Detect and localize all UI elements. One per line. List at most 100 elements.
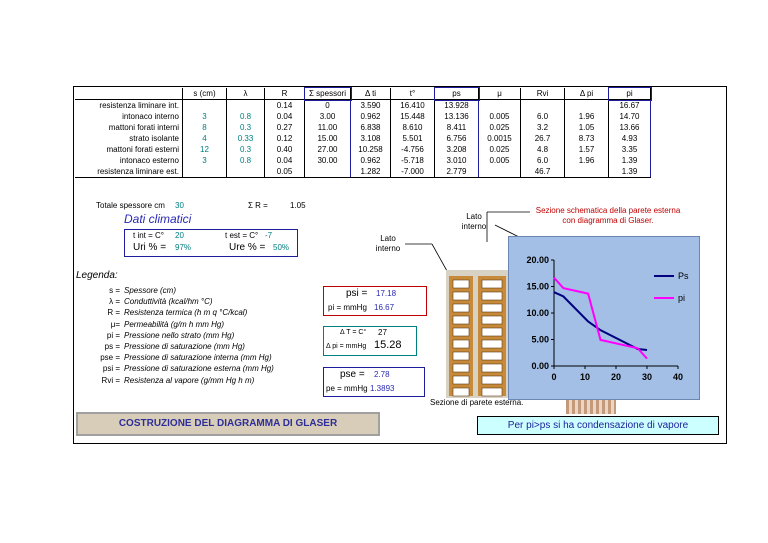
table-cell	[478, 166, 521, 178]
brick-hole	[452, 339, 470, 349]
test-value[interactable]: -7	[265, 231, 273, 240]
table-cell[interactable]: 3	[182, 155, 227, 166]
x-tick-label: 10	[580, 372, 590, 382]
dpi-value: 15.28	[374, 339, 402, 351]
totale-spessore-value: 30	[175, 201, 184, 210]
brick-hole	[452, 375, 470, 385]
table-cell[interactable]: 3	[182, 111, 227, 122]
legend-desc: Resistenza al vapore (g/mm Hg h m)	[124, 375, 255, 385]
table-header-cell	[75, 88, 183, 100]
table-cell	[478, 99, 521, 111]
dpi-label: Δ pi = mmHg	[326, 343, 367, 350]
table-header-cell: λ	[226, 88, 265, 100]
y-tick-label: 20.00	[526, 255, 549, 265]
table-cell: 8.411	[434, 122, 479, 133]
table-cell[interactable]: 12	[182, 144, 227, 155]
table-header-cell: ps	[433, 87, 480, 101]
table-cell[interactable]: 4	[182, 133, 227, 144]
uri-value[interactable]: 97%	[175, 243, 192, 252]
layer-name-cell: resistenza liminare est.	[75, 166, 183, 178]
table-cell[interactable]	[182, 166, 227, 178]
legend-desc: Conduttività (kcal/hm °C)	[124, 297, 213, 307]
table-cell: 13.136	[434, 111, 479, 122]
brick-hole	[452, 327, 470, 337]
table-row: resistenza liminare int. 0.14 0 3.590 16.410…	[75, 99, 651, 111]
table-header-cell: Δ pi	[564, 88, 609, 100]
table-cell[interactable]: 0.33	[226, 133, 265, 144]
table-cell: 3.108	[350, 133, 391, 144]
table-cell[interactable]	[182, 99, 227, 111]
table-cell: 4.93	[608, 133, 651, 144]
table-cell: 11.00	[304, 122, 351, 133]
ure-value[interactable]: 50%	[273, 243, 290, 252]
pi-value: 16.67	[374, 303, 395, 312]
table-cell: 0.0015	[478, 133, 521, 144]
pse-value: 2.78	[374, 370, 390, 379]
layer-name-cell: intonaco interno	[75, 111, 183, 122]
table-cell: 13.66	[608, 122, 651, 133]
table-cell[interactable]: 0.3	[226, 144, 265, 155]
table-cell[interactable]: 0.8	[226, 111, 265, 122]
table-header-cell: t°	[390, 88, 435, 100]
table-cell: 15.00	[304, 133, 351, 144]
table-cell: 1.39	[608, 155, 651, 166]
table-cell[interactable]: 0.8	[226, 155, 265, 166]
pi-label: pi = mmHg	[328, 303, 367, 312]
table-cell	[520, 99, 565, 111]
legend-desc: Pressione di saturazione interna (mm Hg)	[124, 353, 272, 363]
x-tick-label: 20	[611, 372, 621, 382]
table-cell: 0.962	[350, 155, 391, 166]
brick-hole	[481, 363, 503, 373]
table-header-cell: Rvi	[520, 88, 565, 100]
legend-desc: Pressione di saturazione (mm Hg)	[124, 342, 245, 351]
table-cell: 6.0	[520, 111, 565, 122]
table-cell[interactable]: 0.3	[226, 122, 265, 133]
brick-hole	[481, 303, 503, 313]
x-tick-label: 30	[642, 372, 652, 382]
layer-name-cell: strato isolante	[75, 133, 183, 144]
table-cell[interactable]	[226, 99, 265, 111]
table-cell: 10.258	[350, 144, 391, 155]
tint-value[interactable]: 20	[175, 231, 184, 240]
table-header-cell: pi	[607, 87, 652, 101]
table-cell: 27.00	[304, 144, 351, 155]
table-header-cell: μ	[478, 88, 521, 100]
sezione-title: Sezione schematica della parete esterna …	[535, 206, 681, 225]
table-cell: 14.70	[608, 111, 651, 122]
x-tick-label: 0	[551, 372, 556, 382]
brick-hole	[481, 291, 503, 301]
legend-key: pi =	[106, 330, 120, 340]
brick-hole	[452, 351, 470, 361]
glaser-table: s (cm) λ R Σ spessori Δ ti t° ps μ Rvi Δ pi pi res…	[75, 87, 652, 178]
brick-hole	[452, 291, 470, 301]
table-cell[interactable]: 8	[182, 122, 227, 133]
table-cell: 3.35	[608, 144, 651, 155]
costruzione-diagramma-button[interactable]: COSTRUZIONE DEL DIAGRAMMA DI GLASER	[76, 412, 380, 436]
legend-label: pi	[678, 293, 685, 303]
brick-hole	[481, 387, 503, 397]
legend-key: psi =	[102, 364, 120, 374]
table-cell: 6.0	[520, 155, 565, 166]
table-cell: 46.7	[520, 166, 565, 178]
table-header-cell: R	[264, 88, 305, 100]
brick-hole	[481, 279, 503, 289]
table-cell: 26.7	[520, 133, 565, 144]
dati-climatici-title: Dati climatici	[124, 212, 192, 226]
layer-name-cell: intonaco esterno	[75, 155, 183, 166]
series-line-ps	[553, 291, 648, 352]
brick-hole	[452, 363, 470, 373]
psi-value: 17.18	[376, 289, 397, 298]
table-cell: 3.010	[434, 155, 479, 166]
ure-label: Ure % =	[229, 242, 266, 253]
table-header-row: s (cm) λ R Σ spessori Δ ti t° ps μ Rvi Δ pi pi	[75, 87, 652, 101]
brick-hole	[481, 339, 503, 349]
brick-hole	[452, 387, 470, 397]
table-cell: 0.962	[350, 111, 391, 122]
layer-name-cell: mattoni forati interni	[75, 122, 183, 133]
legend-key: pse =	[100, 353, 120, 363]
table-cell[interactable]	[226, 166, 265, 178]
table-row: resistenza liminare est. 0.05 1.282 -7.000 2…	[75, 166, 651, 178]
pe-value: 1.3893	[370, 384, 395, 393]
table-cell: 2.779	[434, 166, 479, 178]
table-cell: 1.39	[608, 166, 651, 178]
